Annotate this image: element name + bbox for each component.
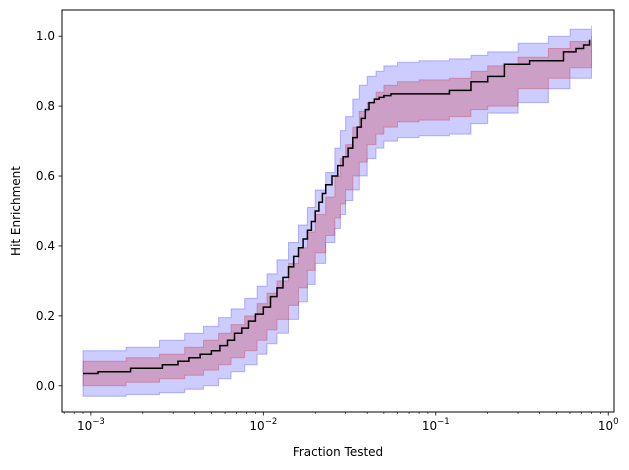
y-tick-label: 0.0 [36, 379, 55, 393]
y-tick-label: 0.4 [36, 239, 55, 253]
y-tick-label: 0.8 [36, 99, 55, 113]
y-tick-label: 0.2 [36, 309, 55, 323]
y-tick-label: 0.6 [36, 169, 55, 183]
x-tick-label: 10−2 [249, 417, 277, 433]
median-curve-group [83, 39, 591, 375]
x-tick-label: 10−1 [422, 417, 450, 433]
y-tick-label: 1.0 [36, 29, 55, 43]
outer-confidence-band [82, 25, 592, 397]
median-hit-enrichment-line [83, 39, 591, 375]
x-axis-label: Fraction Tested [293, 445, 383, 459]
x-tick-label: 100 [598, 417, 619, 433]
y-axis-label: Hit Enrichment [9, 166, 23, 256]
y-axis-ticks: 0.0 0.2 0.4 0.6 0.8 1.0 [36, 29, 62, 393]
x-tick-label: 10−3 [77, 417, 105, 433]
plot-frame [61, 9, 615, 413]
x-axis-ticks: 10−3 10−2 10−1 100 [63, 412, 619, 433]
